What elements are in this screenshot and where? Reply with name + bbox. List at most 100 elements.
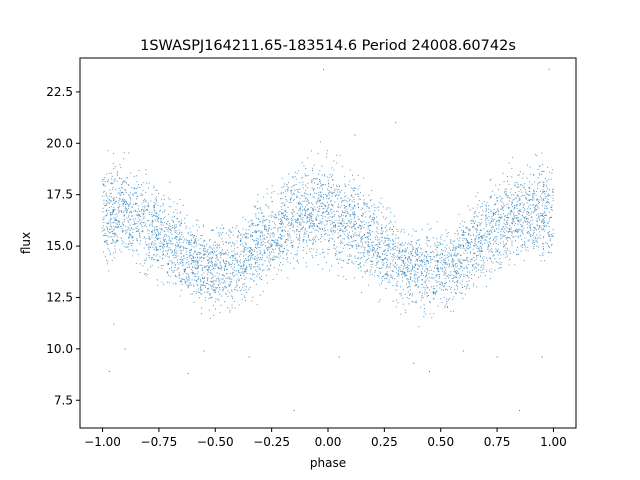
data-point <box>172 243 174 245</box>
data-point <box>529 194 531 196</box>
data-point <box>502 207 504 209</box>
data-point <box>346 201 348 203</box>
data-point <box>235 280 237 282</box>
data-point <box>290 190 292 192</box>
data-point <box>382 276 384 278</box>
data-point <box>321 218 323 220</box>
data-point <box>481 238 483 240</box>
data-point <box>515 205 517 207</box>
data-point <box>339 230 341 232</box>
data-point <box>408 267 410 269</box>
data-point <box>463 234 465 236</box>
data-point <box>375 235 377 237</box>
data-point <box>148 213 150 215</box>
data-point <box>163 241 165 243</box>
data-point <box>336 191 338 193</box>
data-point <box>118 226 120 228</box>
data-point <box>157 233 159 235</box>
data-point <box>505 204 507 206</box>
data-point <box>347 197 349 199</box>
data-point <box>295 230 297 232</box>
data-point <box>391 256 393 258</box>
data-point <box>430 259 432 261</box>
data-point <box>315 240 317 242</box>
data-point <box>292 240 294 242</box>
data-point <box>296 229 298 231</box>
data-point <box>190 293 192 295</box>
data-point <box>512 236 514 238</box>
data-point <box>155 215 157 217</box>
data-point <box>534 210 536 212</box>
data-point <box>480 250 482 252</box>
data-point <box>122 205 124 207</box>
data-point <box>224 287 226 289</box>
data-point <box>214 265 216 267</box>
data-point <box>223 227 225 229</box>
data-point <box>384 245 386 247</box>
data-point <box>552 229 554 231</box>
data-point <box>351 221 353 223</box>
data-point <box>411 270 413 272</box>
data-point <box>516 186 518 188</box>
data-point <box>533 246 535 248</box>
data-point <box>190 262 192 264</box>
data-point <box>231 296 233 298</box>
data-point <box>180 250 182 252</box>
data-point <box>209 266 211 268</box>
data-point <box>546 186 548 188</box>
data-point <box>333 192 335 194</box>
data-point <box>440 298 442 300</box>
data-point <box>411 255 413 257</box>
data-point <box>441 248 443 250</box>
data-point <box>500 200 502 202</box>
data-point <box>474 216 476 218</box>
data-point <box>251 223 253 225</box>
data-point <box>255 262 257 264</box>
data-point <box>527 220 528 222</box>
data-point <box>377 254 379 256</box>
data-point <box>421 229 423 231</box>
data-point <box>155 255 157 257</box>
data-point <box>442 267 444 269</box>
data-point <box>243 285 245 287</box>
data-point <box>359 258 361 260</box>
data-point <box>396 249 398 251</box>
data-point <box>359 235 361 237</box>
data-point <box>176 226 178 228</box>
data-point <box>533 197 535 199</box>
data-point <box>191 271 193 273</box>
data-point <box>299 201 301 203</box>
data-point <box>176 232 178 234</box>
data-point <box>310 225 312 227</box>
data-point <box>108 223 110 225</box>
data-point <box>358 224 360 226</box>
data-point <box>332 233 334 235</box>
data-point <box>511 217 513 219</box>
data-point <box>113 257 115 259</box>
data-point <box>304 229 306 231</box>
data-point <box>300 207 302 209</box>
data-point <box>447 252 449 254</box>
data-point <box>313 224 315 226</box>
data-point <box>275 242 277 244</box>
data-point <box>331 208 333 210</box>
data-point <box>344 183 346 185</box>
data-point <box>115 241 117 243</box>
data-point <box>232 271 234 273</box>
data-point <box>511 205 513 207</box>
data-point <box>402 289 404 291</box>
data-point <box>201 256 203 258</box>
data-point <box>368 207 370 209</box>
data-point <box>265 226 267 228</box>
data-point <box>424 293 426 295</box>
data-point <box>531 242 533 244</box>
data-point <box>239 262 241 264</box>
data-point <box>414 264 416 266</box>
data-point <box>367 206 369 208</box>
data-point <box>126 212 128 214</box>
data-point <box>357 206 359 208</box>
data-point <box>123 203 125 205</box>
data-point <box>333 244 335 246</box>
data-point <box>476 254 478 256</box>
data-point <box>516 194 518 196</box>
